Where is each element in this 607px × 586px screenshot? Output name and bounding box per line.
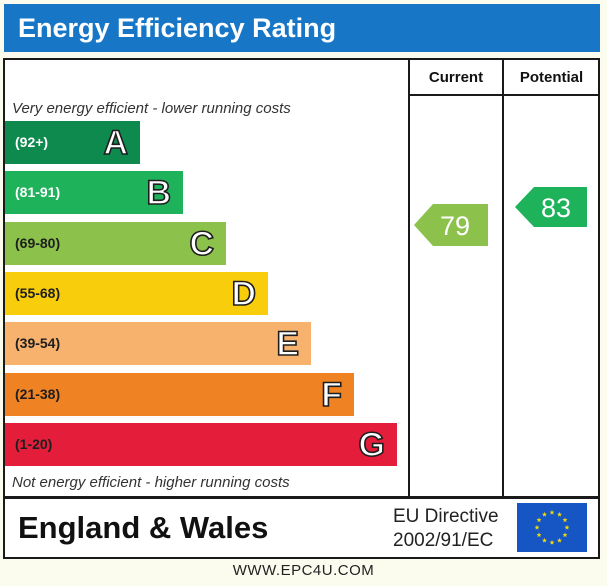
band-a: (92+) A [5,121,140,164]
current-arrow-shape [414,204,488,246]
bottom-caption: Not energy efficient - higher running co… [12,474,290,491]
country-label: England & Wales [18,510,269,545]
potential-column-header: Potential [519,68,584,86]
band-letter: E [276,324,300,364]
band-letter: F [320,375,342,415]
eu-star-icon [549,539,555,545]
band-f: (21-38) F [5,373,354,416]
current-rating-value: 79 [440,211,470,241]
band-range-label: (69-80) [15,235,61,251]
band-range-label: (1-20) [15,436,53,452]
website-link[interactable]: WWW.EPC4U.COM [232,562,375,579]
eu-star-icon [564,524,570,530]
eu-star-icon [542,537,547,543]
band-letter: A [103,123,129,163]
current-column-header: Current [428,68,484,86]
band-range-label: (21-38) [15,386,61,402]
divider-potential [502,58,504,498]
band-range-label: (92+) [15,134,49,150]
chart-title: Energy Efficiency Rating [18,12,337,43]
band-d: (55-68) D [5,272,268,315]
band-b: (81-91) B [5,171,183,214]
potential-rating-arrow: 83 [515,187,587,227]
eu-star-icon [549,509,555,515]
divider-current [408,58,410,498]
title-bar: Energy Efficiency Rating [4,4,600,52]
eu-star-icon [534,524,540,530]
band-g: (1-20) G [5,423,397,466]
band-range-label: (81-91) [15,184,61,200]
band-range-label: (39-54) [15,335,61,351]
current-rating-arrow: 79 [414,204,488,246]
band-range-label: (55-68) [15,285,61,301]
band-letter: G [358,425,386,465]
eu-star-icon [557,511,562,517]
header-divider [409,94,600,96]
band-e: (39-54) E [5,322,311,365]
eu-star-icon [536,517,542,523]
eu-star-icon [562,517,568,523]
band-letter: C [189,224,215,264]
eu-star-icon [542,511,547,517]
eu-flag-icon [517,503,587,552]
eu-star-icon [536,532,542,538]
footer-box [3,497,600,559]
eu-star-icon [557,537,562,543]
eu-directive-number: 2002/91/EC [393,530,494,551]
potential-arrow-shape [515,187,587,227]
potential-rating-value: 83 [541,193,571,223]
band-letter: B [146,173,172,213]
eu-directive-label: EU Directive [393,506,499,527]
top-caption: Very energy efficient - lower running co… [12,100,291,117]
band-c: (69-80) C [5,222,226,265]
eu-star-icon [562,532,568,538]
band-letter: D [231,274,257,314]
